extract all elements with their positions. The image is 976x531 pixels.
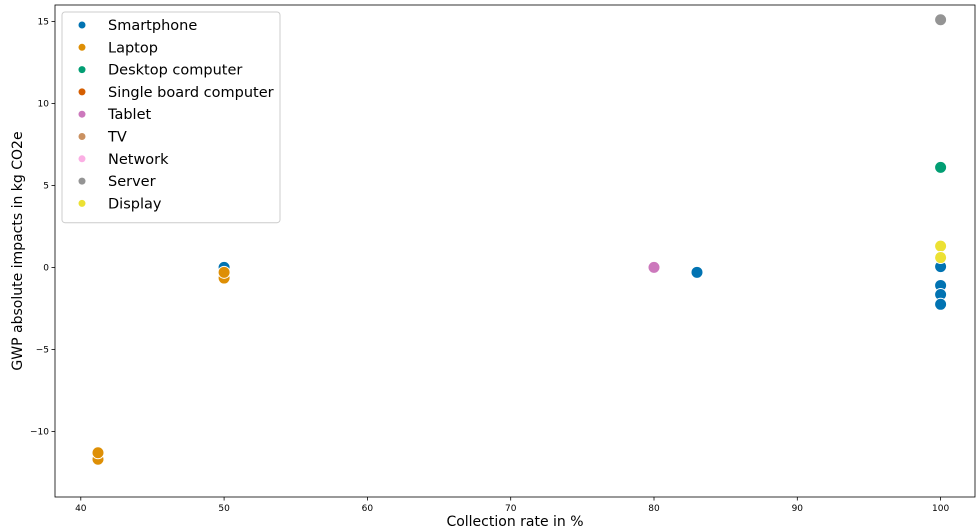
data-point-laptop <box>91 446 105 460</box>
x-tick-label: 100 <box>932 504 949 514</box>
data-point-display <box>934 251 948 265</box>
y-tick-label: 15 <box>38 17 49 27</box>
legend-box <box>61 11 281 224</box>
legend-marker <box>78 88 86 96</box>
plot-area <box>91 13 948 466</box>
y-tick-label: 0 <box>43 263 49 273</box>
axes: 40 50 60 70 80 90 100 −10 −5 0 5 10 15 <box>30 4 976 514</box>
legend-marker <box>78 133 86 140</box>
y-tick-label: 5 <box>43 181 49 191</box>
legend-marker <box>78 199 86 207</box>
data-point-server <box>934 13 948 27</box>
x-tick-label: 70 <box>505 504 517 514</box>
data-point-smartphone <box>934 297 948 311</box>
data-point-laptop <box>217 265 231 279</box>
legend-label: Server <box>108 174 156 190</box>
x-axis-label: Collection rate in % <box>446 514 583 530</box>
x-tick-label: 90 <box>792 504 804 514</box>
legend-marker <box>78 110 86 118</box>
legend-label: Display <box>108 196 162 212</box>
legend-marker <box>78 66 86 74</box>
x-tick-label: 40 <box>75 504 87 514</box>
legend-label: Tablet <box>107 107 151 123</box>
x-tick-label: 60 <box>362 504 374 514</box>
y-tick-label: −10 <box>30 427 49 437</box>
y-tick-label: 10 <box>38 99 50 109</box>
x-tick-label: 50 <box>218 504 230 514</box>
legend-label: Single board computer <box>108 85 274 101</box>
legend-marker <box>78 21 86 29</box>
x-tick-label: 80 <box>648 504 660 514</box>
legend-label: Network <box>108 152 169 168</box>
legend-label: TV <box>107 130 127 146</box>
legend-marker <box>78 177 86 185</box>
data-point-display <box>934 239 948 253</box>
data-point-desktop-computer <box>934 160 948 174</box>
legend-marker <box>78 155 86 163</box>
data-point-tablet <box>647 260 661 274</box>
legend-label: Smartphone <box>108 18 197 34</box>
legend-label: Laptop <box>108 40 158 56</box>
y-tick-label: −5 <box>36 345 49 355</box>
y-axis-label: GWP absolute impacts in kg CO2e <box>10 131 26 370</box>
legend-label: Desktop computer <box>108 63 242 79</box>
legend-marker <box>78 43 86 51</box>
data-point-smartphone <box>690 265 704 279</box>
plot-frame <box>54 4 976 498</box>
legend: Smartphone Laptop Desktop computer Single b… <box>61 11 281 224</box>
